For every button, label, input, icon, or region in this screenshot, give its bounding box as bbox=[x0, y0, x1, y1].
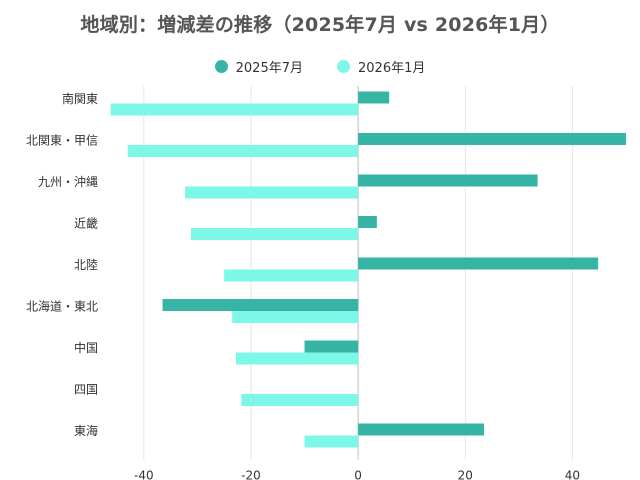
bar-series-1 bbox=[358, 133, 626, 145]
category-label: 北海道・東北 bbox=[26, 298, 98, 313]
bar-series-1 bbox=[358, 91, 390, 104]
bar-series-2 bbox=[241, 394, 359, 406]
bar-series-2 bbox=[304, 435, 359, 448]
x-tick-label: 0 bbox=[354, 469, 362, 480]
category-label: 南関東 bbox=[62, 91, 98, 106]
bar-series-2 bbox=[224, 269, 359, 282]
x-tick-label: -40 bbox=[134, 469, 154, 480]
legend-label-series-1: 2025年7月 bbox=[235, 61, 303, 76]
bar-series-2 bbox=[190, 228, 359, 240]
legend: 2025年7月 2026年1月 bbox=[0, 57, 640, 76]
category-label: 東海 bbox=[74, 423, 98, 438]
bar-series-2 bbox=[127, 145, 359, 157]
bar-series-1 bbox=[358, 257, 599, 270]
legend-label-series-2: 2026年1月 bbox=[358, 61, 426, 76]
bar-series-2 bbox=[232, 311, 359, 323]
bar-series-1 bbox=[304, 340, 359, 353]
legend-swatch-series-1 bbox=[214, 60, 228, 73]
bar-series-1 bbox=[358, 423, 485, 436]
bar-series-2 bbox=[110, 103, 359, 116]
x-tick-label: 40 bbox=[565, 469, 580, 480]
category-label: 九州・沖縄 bbox=[38, 174, 98, 189]
category-label: 中国 bbox=[74, 340, 98, 355]
category-label: 四国 bbox=[74, 382, 98, 396]
category-label: 近畿 bbox=[74, 216, 98, 230]
x-tick-label: 20 bbox=[458, 469, 473, 480]
legend-item-series-1[interactable]: 2025年7月 bbox=[214, 57, 303, 76]
bar-series-2 bbox=[185, 186, 359, 199]
bar-series-1 bbox=[162, 299, 359, 311]
bar-series-2 bbox=[235, 352, 359, 365]
legend-swatch-series-2 bbox=[337, 60, 350, 73]
category-label: 北関東・甲信 bbox=[26, 133, 98, 147]
bar-series-1 bbox=[358, 216, 377, 228]
legend-item-series-2[interactable]: 2026年1月 bbox=[337, 57, 425, 76]
bar-series-1 bbox=[358, 174, 538, 187]
category-label: 北陸 bbox=[74, 258, 98, 272]
x-tick-label: -20 bbox=[241, 469, 261, 480]
chart-title: 地域別：増減差の推移（2025年7月 vs 2026年1月） bbox=[80, 14, 560, 36]
